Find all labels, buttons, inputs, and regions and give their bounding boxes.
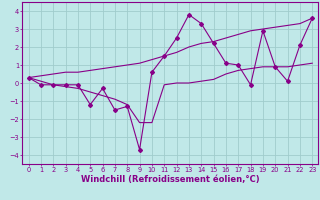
X-axis label: Windchill (Refroidissement éolien,°C): Windchill (Refroidissement éolien,°C) [81,175,260,184]
